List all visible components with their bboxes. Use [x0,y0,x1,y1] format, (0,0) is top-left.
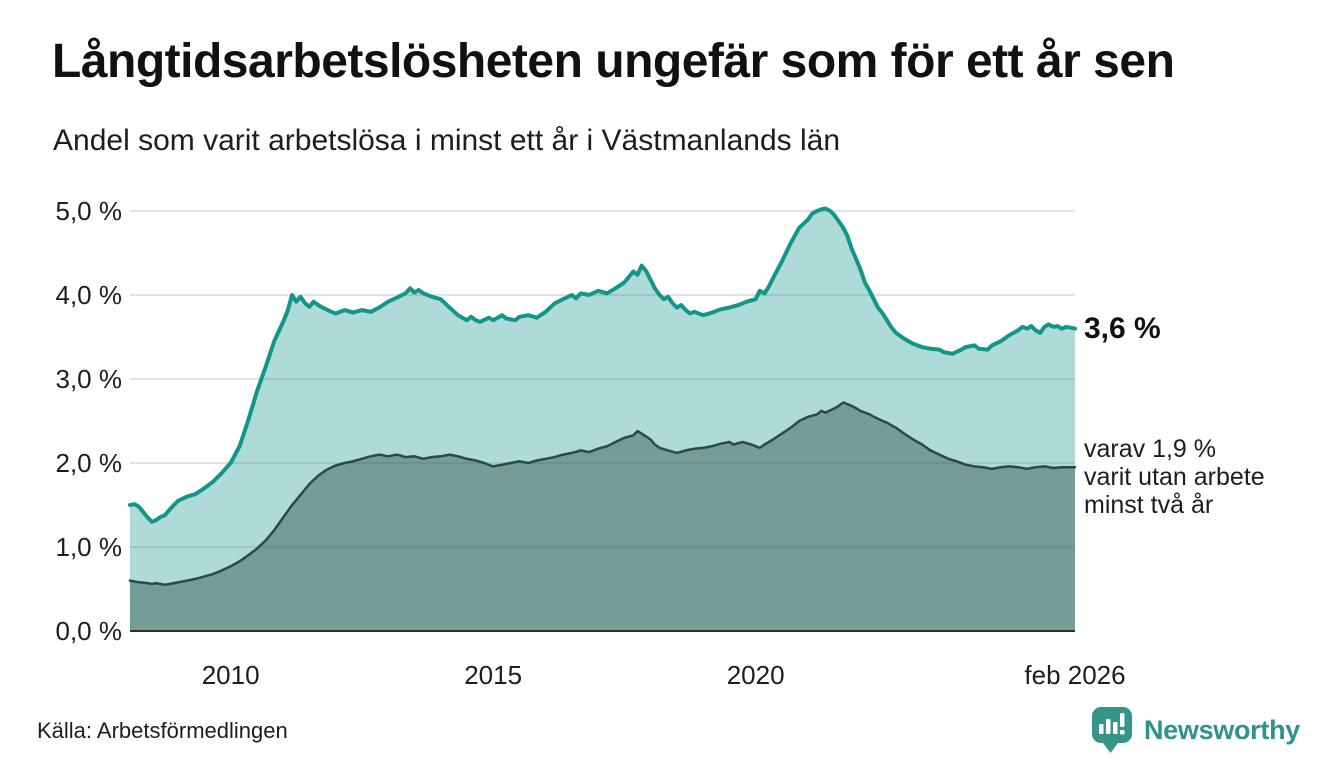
y-tick-label: 2,0 % [55,448,123,478]
newsworthy-logo: Newsworthy [1090,704,1300,756]
x-tick-label: 2015 [464,660,523,690]
newsworthy-chart-bubble-icon [1091,707,1132,753]
x-tick-label: 2010 [201,660,260,690]
latest-value-label: 3,6 % [1084,311,1161,345]
page-title: Långtidsarbetslösheten ungefär som för e… [52,35,1175,88]
source-label: Källa: Arbetsförmedlingen [37,718,288,743]
newsworthy-wordmark: Newsworthy [1143,714,1300,745]
series-line [128,401,1077,587]
x-tick-label: feb 2026 [1024,660,1126,690]
y-tick-label: 0,0 % [55,616,123,646]
series-line [128,206,1077,524]
page-subtitle: Andel som varit arbetslösa i minst ett å… [53,124,841,157]
area-fill [130,208,1075,631]
y-tick-label: 4,0 % [55,280,123,310]
secondary-series-label: varav 1,9 % varit utan arbete minst två … [1084,435,1265,520]
y-tick-label: 5,0 % [55,196,123,226]
area-fill [130,402,1075,631]
x-tick-label: 2020 [726,660,785,690]
y-tick-label: 3,0 % [55,364,123,394]
y-tick-label: 1,0 % [55,532,123,562]
